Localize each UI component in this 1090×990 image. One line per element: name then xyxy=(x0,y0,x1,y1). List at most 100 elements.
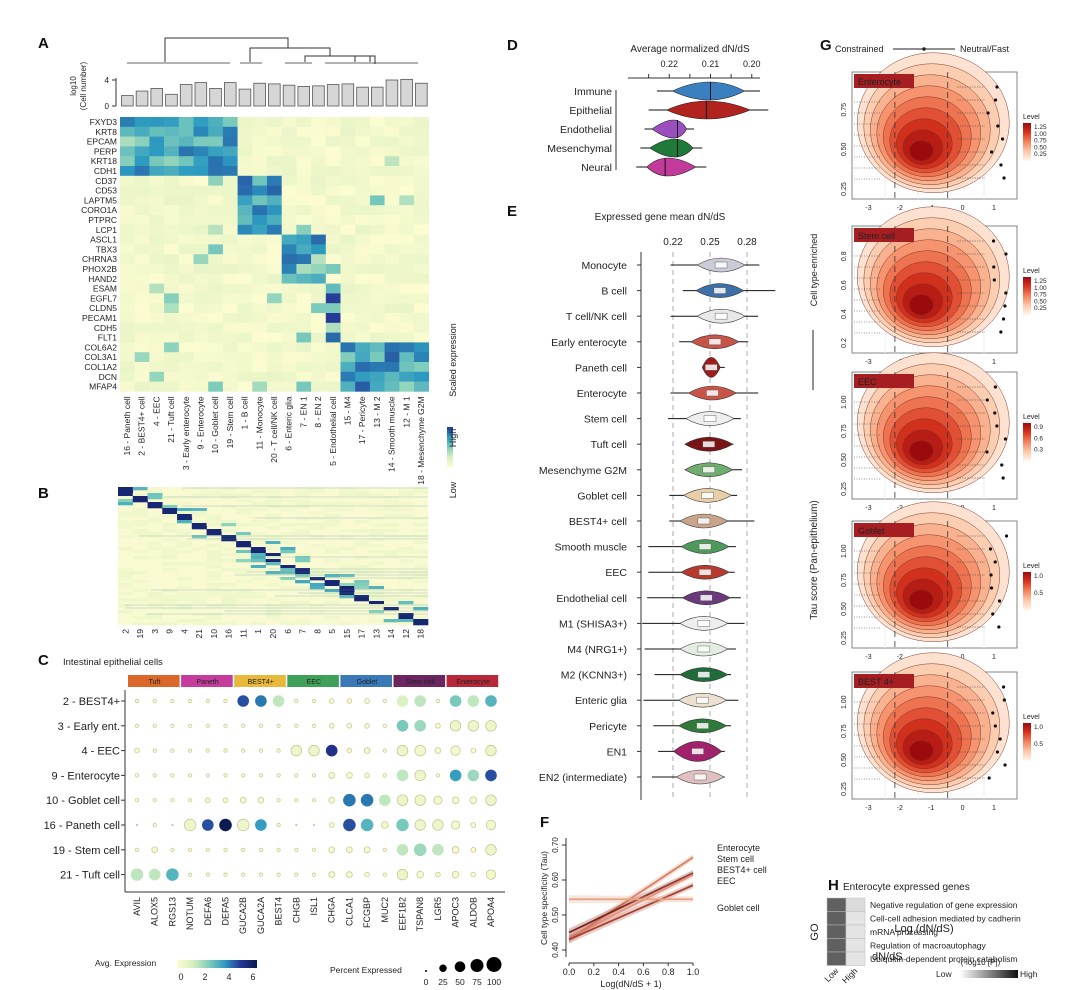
heatmap-b-cell xyxy=(354,592,370,596)
g-gene-dot xyxy=(995,424,999,428)
dot xyxy=(258,773,263,778)
heatmap-cell xyxy=(281,381,297,392)
heatmap-b-cell xyxy=(221,622,237,626)
heatmap-cell xyxy=(237,283,253,294)
heatmap-cell xyxy=(252,381,268,392)
heatmap-cell xyxy=(414,205,429,216)
dot xyxy=(294,723,299,728)
group-header-label: Paneth xyxy=(197,679,219,686)
gene-label: MFAP4 xyxy=(89,382,117,392)
g-ytick-label: 1.00 xyxy=(841,544,848,558)
dot xyxy=(396,794,409,806)
g-gene-dot xyxy=(1003,304,1007,308)
heatmap-cell xyxy=(222,254,238,265)
heatmap-b-cell xyxy=(118,526,134,530)
g-xtick-label: -2 xyxy=(897,654,903,661)
bar-ylabel: (Cell number) xyxy=(79,61,88,110)
heatmap-cell xyxy=(340,166,356,177)
heatmap-b-cell xyxy=(368,598,385,602)
heatmap-b-cell xyxy=(147,520,163,524)
heatmap-cell xyxy=(384,136,400,147)
heatmap-cell xyxy=(384,117,400,128)
heatmap-b-cell xyxy=(206,532,222,536)
heatmap-b-cell xyxy=(295,502,311,506)
heatmap-cell xyxy=(222,264,238,275)
heatmap-b-cell xyxy=(339,589,355,593)
heatmap-cell xyxy=(369,175,385,186)
heatmap-cell xyxy=(414,352,429,363)
heatmap-b-cell xyxy=(398,547,414,551)
heatmap-cell xyxy=(414,166,429,177)
heatmap-cell xyxy=(267,166,282,177)
heatmap-b-cell xyxy=(280,550,296,554)
violin-d-label: Neural xyxy=(581,162,612,174)
heatmap-b-cell xyxy=(368,610,385,614)
heatmap-b-cell xyxy=(383,553,399,557)
heatmap-cell xyxy=(222,381,238,392)
g-ytick-label: 1.00 xyxy=(841,695,848,709)
heatmap-b-cell xyxy=(162,547,178,551)
heatmap-cell xyxy=(149,283,165,294)
violin-e-label: Stem cell xyxy=(584,414,627,426)
heatmap-cell xyxy=(120,205,135,216)
heatmap-b-cell xyxy=(147,613,163,617)
heatmap-cell xyxy=(325,283,341,294)
heatmap-cell xyxy=(311,362,327,373)
panel-label-b: B xyxy=(38,485,49,502)
heatmap-b-cell xyxy=(280,577,296,581)
heatmap-b-cell xyxy=(383,535,399,539)
gene-label: ESAM xyxy=(93,284,117,294)
g-xlabel: Log (dN/dS) xyxy=(894,923,953,935)
heatmap-cell xyxy=(311,342,327,353)
heatmap-cell xyxy=(296,185,312,196)
heatmap-cell xyxy=(355,244,371,255)
heatmap-cell xyxy=(296,303,312,314)
gene-label: LCP1 xyxy=(96,225,118,235)
heatmap-cell xyxy=(399,215,415,226)
heatmap-cell xyxy=(384,195,400,206)
heatmap-cell xyxy=(414,126,429,137)
violin-e-box xyxy=(697,620,711,627)
dot xyxy=(258,748,263,753)
cluster-label: 7 - EN 1 xyxy=(298,396,308,427)
dot xyxy=(134,698,140,704)
heatmap-cell xyxy=(193,224,209,235)
heatmap-cell xyxy=(222,205,238,216)
heatmap-cell xyxy=(267,264,282,275)
heatmap-b-cell xyxy=(309,517,325,521)
heatmap-cell xyxy=(340,244,356,255)
heatmap-cell xyxy=(296,195,312,206)
heatmap-cell xyxy=(340,283,356,294)
heatmap-cell xyxy=(120,342,135,353)
gene-label: CLDN5 xyxy=(89,303,117,313)
dot xyxy=(485,695,497,707)
heatmap-b-cell xyxy=(280,580,296,584)
dot xyxy=(382,773,387,778)
g-gene-dot xyxy=(1001,685,1006,689)
heatmap-cell xyxy=(296,342,312,353)
heatmap-cell xyxy=(208,195,224,206)
heatmap-b-cell xyxy=(413,616,429,620)
percent-legend-dot xyxy=(425,970,427,972)
heatmap-cell xyxy=(355,166,371,177)
heatmap-b-cell xyxy=(191,613,207,617)
gene-label: FLT1 xyxy=(98,333,117,343)
g-ytick-label: 0.75 xyxy=(841,724,848,738)
gene-label: FCGBP xyxy=(362,897,372,928)
dot xyxy=(308,744,320,757)
heatmap-cell xyxy=(267,273,282,284)
dot xyxy=(223,872,228,877)
g-gene-dot xyxy=(990,150,994,154)
heatmap-cell xyxy=(296,166,312,177)
heatmap-cell xyxy=(355,175,371,186)
heatmap-cell xyxy=(267,371,282,382)
heatmap-cell xyxy=(134,146,150,157)
heatmap-b-cell xyxy=(147,487,163,491)
heatmap-b-cell xyxy=(147,505,163,509)
dendrogram-lines xyxy=(164,37,376,64)
heatmap-cell xyxy=(340,303,356,314)
heatmap-cell xyxy=(237,313,253,324)
heatmap-cell xyxy=(237,136,253,147)
heatmap-cell xyxy=(384,352,400,363)
heatmap-b-cell xyxy=(236,532,252,536)
